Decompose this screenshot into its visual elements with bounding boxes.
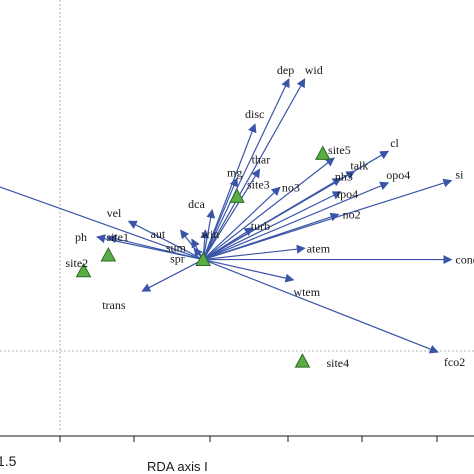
label-opo4: opo4: [386, 168, 410, 182]
arrow-opo4: [202, 181, 390, 261]
label-turb: turb: [251, 219, 270, 233]
label-aut: aut: [151, 227, 166, 241]
site-markers: [75, 145, 331, 368]
arrow-nh3: [202, 177, 342, 261]
label-dca: dca: [188, 197, 205, 211]
label-cl: cl: [390, 136, 399, 150]
label-talk: talk: [350, 159, 368, 173]
label-disc: disc: [245, 107, 264, 121]
site-label-site2: site2: [66, 256, 89, 270]
label-trans: trans: [102, 298, 126, 312]
label-win: win: [201, 227, 219, 241]
arrow-no2: [202, 212, 340, 261]
x-tick-label: 1.5: [0, 453, 17, 469]
label-ph: ph: [75, 230, 87, 244]
variable-labels: pdepwiddisctharmgno3site5cltalknh3opo4tp…: [66, 63, 474, 370]
label-wid: wid: [305, 63, 323, 77]
label-tpo4: tpo4: [337, 187, 358, 201]
marker-site5: [314, 145, 331, 160]
x-axis-title: RDA axis I: [147, 459, 208, 474]
label-atem: atem: [307, 241, 331, 255]
label-mg: mg: [227, 165, 242, 179]
x-axis-ticks: [59, 436, 438, 442]
label-si: si: [455, 168, 464, 182]
label-sum: sum: [166, 240, 187, 254]
arrow-fco2: [202, 259, 439, 354]
arrow-dep: [202, 78, 290, 260]
marker-site2: [75, 262, 92, 278]
label-site1: site1: [106, 230, 129, 244]
arrow-mg: [202, 177, 239, 260]
label-cond: cond: [455, 253, 474, 267]
marker-site3: [229, 188, 245, 203]
arrow-wtem: [203, 258, 295, 283]
label-spr: spr: [170, 251, 185, 265]
label-nh3: nh3: [335, 169, 353, 183]
arrow-no3: [202, 186, 281, 261]
label-site5: site5: [328, 143, 351, 157]
marker-site4: [294, 353, 311, 368]
arrow-trans: [141, 259, 204, 292]
arrow-thar: [202, 168, 261, 260]
label-dep: dep: [277, 63, 294, 77]
variable-arrows: [0, 78, 453, 354]
label-vel: vel: [107, 206, 122, 220]
arrow-vel: [127, 220, 204, 261]
marker-site6: [195, 251, 211, 267]
label-wtem: wtem: [293, 285, 320, 299]
arrow-turb: [202, 227, 254, 261]
label-fco2: fco2: [444, 355, 465, 369]
site-label-site4: site4: [326, 356, 349, 370]
marker-site1: [100, 247, 117, 262]
arrow-site1: [107, 234, 204, 261]
arrow-tpo4: [202, 191, 342, 261]
label-no2: no2: [343, 207, 361, 221]
site-label-site3: site3: [247, 177, 270, 191]
label-thar: thar: [252, 152, 271, 166]
arrow-atem: [203, 244, 306, 261]
arrow-disc: [202, 123, 257, 260]
arrow-site5: [202, 157, 335, 261]
label-no3: no3: [282, 180, 300, 194]
arrow-p: [0, 186, 204, 261]
